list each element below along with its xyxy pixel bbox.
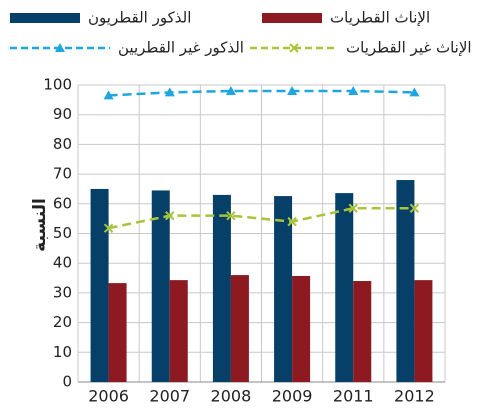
bar: [169, 280, 188, 382]
bar: [108, 283, 127, 382]
x-tick-label: 2006: [88, 387, 129, 406]
legend-marker: [55, 43, 65, 52]
bar: [414, 280, 433, 382]
bar: [274, 196, 293, 382]
bar: [90, 188, 109, 382]
marker: [287, 85, 298, 95]
line: [108, 89, 415, 97]
x-tick-label: 2007: [149, 387, 190, 406]
legend-label: الإناث القطريات: [330, 9, 430, 27]
legend-marker: [289, 43, 299, 53]
x-tick-label: 2009: [272, 387, 313, 406]
x-tick-label: 2011: [333, 387, 374, 406]
marker: [164, 87, 175, 97]
marker: [348, 85, 359, 95]
bar: [335, 193, 354, 382]
legend-swatch: [10, 13, 80, 23]
bar: [151, 190, 170, 382]
legend-label: الإناث غير القطريات: [346, 39, 472, 57]
marker: [226, 210, 236, 221]
x-tick-label: 2008: [211, 387, 252, 406]
y-tick-label: 10: [53, 343, 72, 361]
legend-swatch: [262, 13, 322, 23]
y-tick-label: 80: [53, 135, 72, 153]
marker: [103, 90, 114, 100]
y-tick-label: 60: [53, 194, 72, 212]
bar: [212, 194, 231, 382]
line: [108, 207, 415, 230]
y-tick-label: 40: [53, 254, 72, 272]
y-tick-label: 20: [53, 313, 72, 331]
bar: [292, 275, 311, 382]
marker: [103, 223, 114, 233]
marker: [165, 210, 175, 221]
y-tick-label: 100: [43, 76, 72, 94]
marker: [348, 203, 358, 213]
bar: [396, 180, 415, 382]
y-axis-label: النسبة: [30, 198, 50, 252]
bar: [230, 275, 249, 382]
marker: [409, 87, 420, 97]
y-tick-label: 90: [53, 105, 72, 123]
marker: [287, 216, 297, 227]
bar: [353, 281, 372, 382]
legend-label: الذكور غير القطريين: [118, 39, 244, 57]
marker: [225, 85, 236, 95]
y-tick-label: 0: [62, 373, 72, 391]
marker: [409, 203, 420, 213]
x-tick-label: 2012: [394, 387, 435, 406]
y-tick-label: 30: [53, 283, 72, 301]
y-tick-label: 70: [53, 165, 72, 183]
y-tick-label: 50: [53, 224, 72, 242]
legend-label: الذكور القطريون: [88, 9, 191, 27]
